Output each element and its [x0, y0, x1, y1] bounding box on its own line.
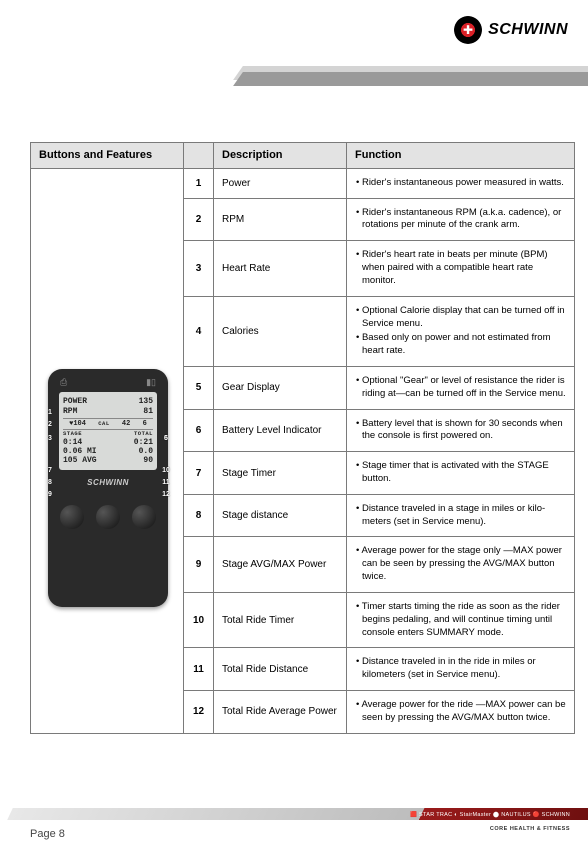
row-description: Heart Rate [214, 241, 347, 296]
row-function: • Rider's heart rate in beats per minute… [347, 241, 575, 296]
th-description: Description [214, 143, 347, 169]
row-function: • Optional Calorie display that can be t… [347, 296, 575, 366]
row-function: • Optional "Gear" or level of resistance… [347, 366, 575, 409]
footer-brands: 🟥 STAR TRAC ◐ StairMaster ⬤ NAUTILUS 🔴 S… [410, 812, 570, 818]
row-function: • Timer starts timing the ride as soon a… [347, 592, 575, 647]
device-screen: POWER135 RPM81 ♥104CAL426 STAGETOTAL 0:1… [59, 392, 157, 470]
row-function: • Distance traveled in a stage in miles … [347, 494, 575, 537]
row-description: Power [214, 168, 347, 198]
row-function: • Stage timer that is activated with the… [347, 452, 575, 495]
row-number: 12 [184, 690, 214, 733]
row-description: Stage distance [214, 494, 347, 537]
page-footer: 🟥 STAR TRAC ◐ StairMaster ⬤ NAUTILUS 🔴 S… [0, 806, 588, 844]
table-row: 12378956101112 4 ⎙▮▯ POWER135 RPM81 ♥104… [31, 168, 575, 198]
row-number: 7 [184, 452, 214, 495]
row-description: Gear Display [214, 366, 347, 409]
top-accent-graphic [0, 60, 588, 100]
th-buttons-features: Buttons and Features [31, 143, 184, 169]
brand-text: SCHWINN [488, 21, 568, 39]
row-description: RPM [214, 198, 347, 241]
row-function: • Average power for the ride —MAX power … [347, 690, 575, 733]
row-number: 1 [184, 168, 214, 198]
device-illustration: 12378956101112 4 ⎙▮▯ POWER135 RPM81 ♥104… [48, 369, 168, 607]
row-number: 2 [184, 198, 214, 241]
device-image-cell: 12378956101112 4 ⎙▮▯ POWER135 RPM81 ♥104… [31, 168, 184, 733]
row-description: Total Ride Timer [214, 592, 347, 647]
row-function: • Rider's instantaneous RPM (a.k.a. cade… [347, 198, 575, 241]
th-function: Function [347, 143, 575, 169]
row-description: Total Ride Average Power [214, 690, 347, 733]
row-description: Total Ride Distance [214, 648, 347, 691]
features-table: Buttons and Features Description Functio… [30, 142, 575, 734]
row-description: Battery Level Indicator [214, 409, 347, 452]
usb-icon: ⎙ [60, 377, 67, 388]
schwinn-logo-icon [454, 16, 482, 44]
row-number: 9 [184, 537, 214, 592]
row-description: Stage AVG/MAX Power [214, 537, 347, 592]
row-function: • Battery level that is shown for 30 sec… [347, 409, 575, 452]
page-number: Page 8 [30, 828, 65, 840]
row-description: Stage Timer [214, 452, 347, 495]
row-number: 11 [184, 648, 214, 691]
battery-icon: ▮▯ [146, 377, 156, 388]
row-function: • Average power for the stage only —MAX … [347, 537, 575, 592]
row-number: 8 [184, 494, 214, 537]
row-number: 5 [184, 366, 214, 409]
th-num [184, 143, 214, 169]
row-function: • Distance traveled in in the ride in mi… [347, 648, 575, 691]
footer-tag: CORE HEALTH & FITNESS [490, 826, 570, 832]
row-number: 6 [184, 409, 214, 452]
row-number: 10 [184, 592, 214, 647]
row-number: 3 [184, 241, 214, 296]
page-header: SCHWINN [454, 16, 568, 44]
row-number: 4 [184, 296, 214, 366]
row-function: • Rider's instantaneous power measured i… [347, 168, 575, 198]
row-description: Calories [214, 296, 347, 366]
